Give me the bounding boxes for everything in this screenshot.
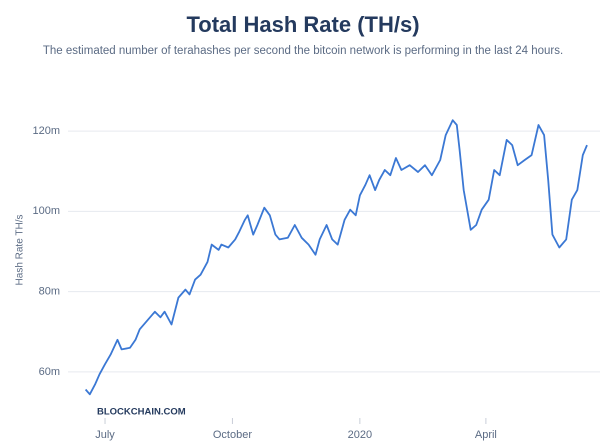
y-tick-label: 120m: [32, 125, 60, 137]
y-tick-label: 60m: [39, 366, 60, 378]
line-series: [84, 119, 588, 396]
x-tick-label: July: [95, 429, 115, 441]
y-tick-label: 100m: [32, 205, 60, 217]
chart-subtitle: The estimated number of terahashes per s…: [43, 45, 563, 57]
y-tick-label: 80m: [39, 286, 60, 298]
x-tick-label: April: [475, 429, 497, 441]
chart-title: Total Hash Rate (TH/s): [186, 12, 419, 37]
x-tick-label: October: [213, 429, 252, 441]
x-tick-label: 2020: [348, 429, 372, 441]
y-axis-label: Hash Rate TH/s: [15, 215, 26, 286]
watermark: BLOCKCHAIN.COM: [97, 407, 186, 418]
